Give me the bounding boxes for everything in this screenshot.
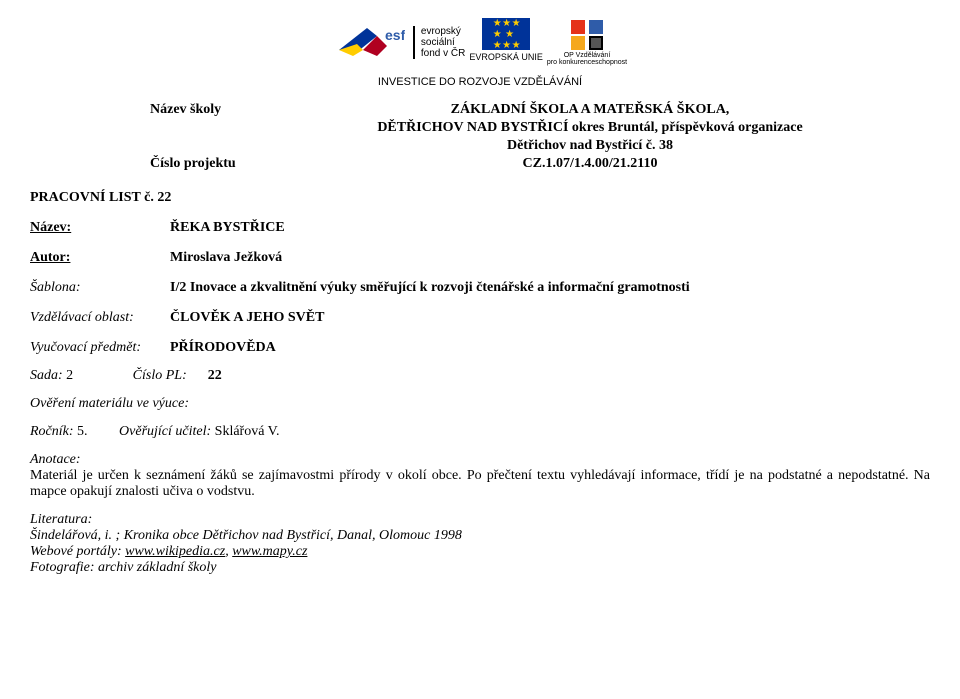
web-label: Webové portály: — [30, 544, 125, 559]
document-header: Název školy ZÁKLADNÍ ŠKOLA A MATEŘSKÁ ŠK… — [30, 102, 930, 172]
esf-text: evropský sociální fond v ČR — [413, 26, 465, 59]
op-label-line: OP Vzdělávání — [564, 52, 611, 59]
lit-web: Webové portály: www.wikipedia.cz, www.ma… — [30, 544, 930, 560]
anotace-text: Materiál je určen k seznámení žáků se za… — [30, 468, 930, 499]
lit-foto: Fotografie: archiv základní školy — [30, 560, 930, 576]
eu-flag-block: ★ ★ ★★ ★★ ★ ★ EVROPSKÁ UNIE — [469, 18, 543, 66]
op-logo-block: OP Vzdělávání pro konkurenceschopnost — [547, 18, 627, 66]
literatura-block: Literatura: Šindelářová, i. ; Kronika ob… — [30, 512, 930, 576]
teacher-value: Sklářová V. — [215, 424, 280, 439]
school-label: Název školy — [30, 102, 250, 118]
name-label: Název: — [30, 220, 170, 236]
template-value: I/2 Inovace a zkvalitnění výuky směřujíc… — [170, 280, 930, 296]
author-value: Miroslava Ježková — [170, 250, 930, 266]
eu-flag-icon: ★ ★ ★★ ★★ ★ ★ — [482, 18, 530, 50]
meta-grid: Název: ŘEKA BYSTŘICE Autor: Miroslava Je… — [30, 220, 930, 356]
author-label: Autor: — [30, 250, 170, 266]
anotace-heading: Anotace: — [30, 452, 81, 467]
pl-value: 22 — [208, 368, 222, 383]
invest-tagline: INVESTICE DO ROZVOJE VZDĚLÁVÁNÍ — [30, 76, 930, 88]
school-name-line1: ZÁKLADNÍ ŠKOLA A MATEŘSKÁ ŠKOLA, — [250, 102, 930, 118]
lit-heading: Literatura: — [30, 512, 930, 528]
anotace-block: Anotace: Materiál je určen k seznámení ž… — [30, 452, 930, 500]
link-mapy[interactable]: www.mapy.cz — [232, 544, 307, 559]
name-value: ŘEKA BYSTŘICE — [170, 220, 930, 236]
link-wikipedia[interactable]: www.wikipedia.cz — [125, 544, 225, 559]
subject-label: Vyučovací předmět: — [30, 340, 170, 356]
pl-label: Číslo PL: — [133, 368, 187, 383]
rocnik-value: 5. — [77, 424, 88, 439]
esf-line: fond v ČR — [421, 48, 465, 59]
project-label: Číslo projektu — [30, 156, 250, 172]
project-number: CZ.1.07/1.4.00/21.2110 — [250, 156, 930, 172]
area-value: ČLOVĚK A JEHO SVĚT — [170, 310, 930, 326]
sada-label: Sada: — [30, 368, 63, 383]
rocnik-label: Ročník: — [30, 424, 74, 439]
overeni-line: Ověření materiálu ve výuce: — [30, 396, 930, 412]
lit-line1: Šindelářová, i. ; Kronika obce Dětřichov… — [30, 528, 930, 544]
sada-row: Sada: 2 Číslo PL: 22 — [30, 368, 930, 384]
teacher-label: Ověřující učitel: — [119, 424, 211, 439]
esf-figure-icon: esf — [333, 22, 405, 62]
school-name-line3: Dětřichov nad Bystřicí č. 38 — [250, 138, 930, 154]
template-label: Šablona: — [30, 280, 170, 296]
area-label: Vzdělávací oblast: — [30, 310, 170, 326]
esf-line: sociální — [421, 37, 465, 48]
esf-logo-block: esf evropský sociální fond v ČR — [333, 18, 465, 66]
svg-text:esf: esf — [385, 27, 405, 43]
rocnik-line: Ročník: 5. Ověřující učitel: Sklářová V. — [30, 424, 930, 440]
op-label: OP Vzdělávání pro konkurenceschopnost — [547, 52, 627, 66]
school-name-line2: DĚTŘICHOV NAD BYSTŘICÍ okres Bruntál, př… — [250, 120, 930, 136]
worksheet-title: PRACOVNÍ LIST č. 22 — [30, 190, 930, 206]
eu-label: EVROPSKÁ UNIE — [469, 52, 543, 62]
sada-value: 2 — [66, 368, 73, 383]
subject-value: PŘÍRODOVĚDA — [170, 340, 930, 356]
logo-strip: esf evropský sociální fond v ČR ★ ★ ★★ ★… — [30, 18, 930, 66]
op-logo-icon — [569, 18, 605, 50]
esf-line: evropský — [421, 26, 465, 37]
op-label-line: pro konkurenceschopnost — [547, 59, 627, 66]
